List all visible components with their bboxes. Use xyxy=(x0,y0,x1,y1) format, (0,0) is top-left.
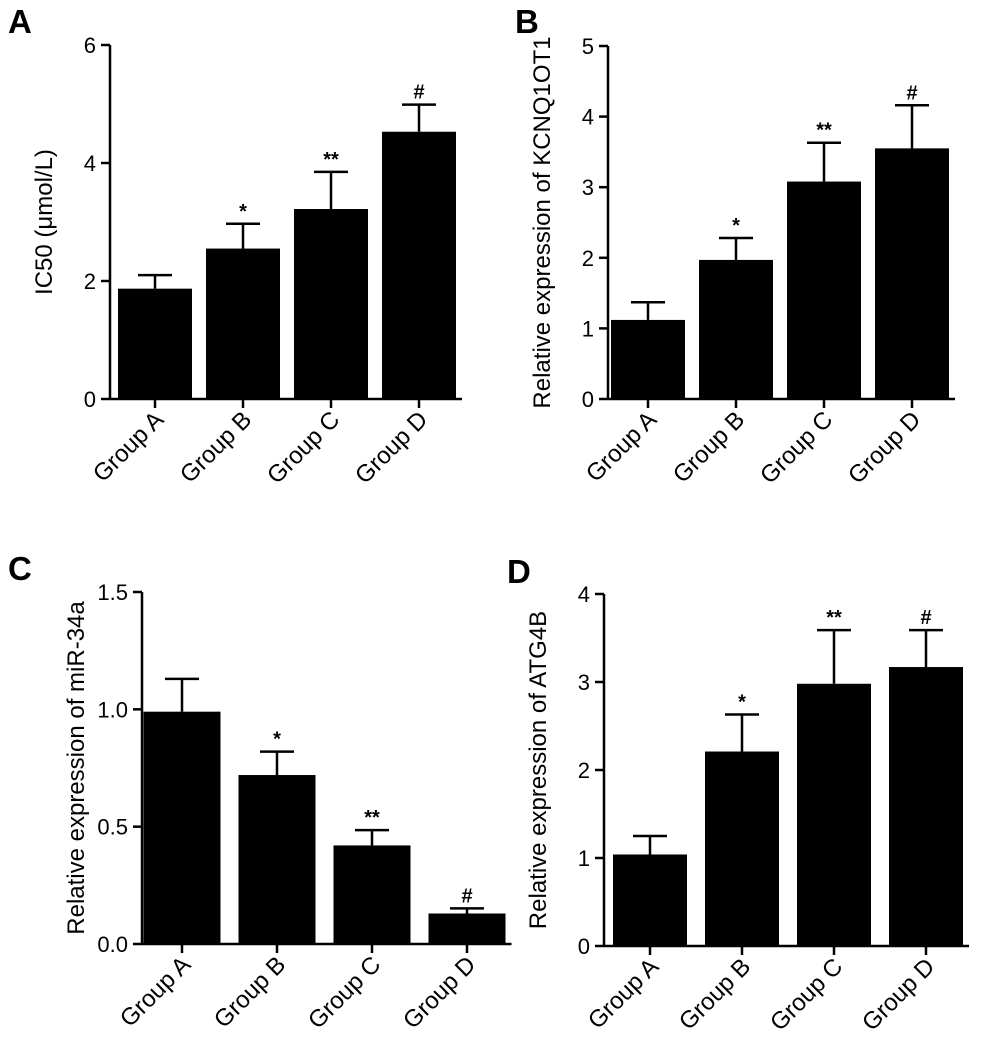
x-tick-label: Group C xyxy=(262,406,345,489)
x-tick-label: Group A xyxy=(581,406,662,487)
x-tick-label: Group C xyxy=(755,406,838,489)
y-tick-label: 0.0 xyxy=(97,932,128,957)
y-tick-label: 4 xyxy=(582,105,594,130)
y-tick-label: 0 xyxy=(578,934,590,959)
panel-a: A 0 2 4 6 IC50 (μmol/L) Group A * Group B ** Group… xyxy=(8,3,462,489)
y-tick-label: 2 xyxy=(84,269,96,294)
y-tick-label: 0 xyxy=(582,387,594,412)
x-tick-label: Group C xyxy=(303,951,386,1034)
x-tick-label: Group A xyxy=(88,406,169,487)
y-tick-label: 2 xyxy=(582,246,594,271)
bar xyxy=(889,667,963,946)
x-tick-label: Group B xyxy=(175,406,257,488)
y-tick-label: 3 xyxy=(578,670,590,695)
y-tick-label: 6 xyxy=(84,33,96,58)
bar xyxy=(118,288,192,399)
panel-letter: A xyxy=(8,3,32,40)
x-tick-label: Group C xyxy=(765,953,848,1036)
y-tick-label: 1.0 xyxy=(97,697,128,722)
significance-mark: # xyxy=(920,607,931,629)
panel-letter: C xyxy=(8,550,32,587)
y-tick-label: 4 xyxy=(84,151,96,176)
y-tick-label: 3 xyxy=(582,175,594,200)
x-tick-label: Group D xyxy=(843,406,926,489)
significance-mark: * xyxy=(738,692,746,714)
y-axis-label: Relative expression of KCNQ1OT1 xyxy=(529,36,556,408)
significance-mark: ** xyxy=(816,120,832,142)
y-axis-label: IC50 (μmol/L) xyxy=(31,149,58,295)
y-tick-label: 4 xyxy=(578,582,590,607)
y-axis-label: Relative expression of ATG4B xyxy=(525,611,552,929)
y-tick-label: 1 xyxy=(578,846,590,871)
bar xyxy=(143,711,221,944)
x-tick-label: Group B xyxy=(209,951,291,1033)
bar xyxy=(206,248,280,399)
significance-mark: * xyxy=(273,729,281,751)
y-tick-label: 1 xyxy=(582,316,594,341)
significance-mark: ** xyxy=(826,607,842,629)
x-tick-label: Group A xyxy=(115,951,196,1032)
significance-mark: * xyxy=(239,201,247,223)
panel-c: C 0.0 0.5 1.0 1.5 Relative expression of miR-… xyxy=(8,550,512,1034)
x-tick-label: Group D xyxy=(350,406,433,489)
y-tick-label: 2 xyxy=(578,758,590,783)
y-tick-label: 1.5 xyxy=(97,580,128,605)
x-tick-label: Group B xyxy=(674,953,756,1035)
significance-mark: # xyxy=(461,885,472,907)
bar xyxy=(705,751,779,946)
y-axis-label: Relative expression of miR-34a xyxy=(63,601,90,935)
panel-letter: B xyxy=(515,3,539,40)
bar xyxy=(797,683,871,946)
y-tick-label: 5 xyxy=(582,34,594,59)
bar xyxy=(333,845,411,944)
bar xyxy=(613,854,687,946)
panel-d: D 0 1 2 3 4 Relative expression of ATG4B Group … xyxy=(507,553,969,1036)
x-tick-label: Group A xyxy=(583,953,664,1034)
bar xyxy=(238,775,316,944)
bar xyxy=(611,319,685,399)
bar xyxy=(382,131,456,400)
significance-mark: ** xyxy=(323,149,339,171)
bar xyxy=(428,913,506,944)
y-tick-label: 0 xyxy=(84,387,96,412)
panel-b: B 0 1 2 3 4 5 Relative expression of KCNQ1OT1 Gr… xyxy=(515,3,955,489)
x-tick-label: Group B xyxy=(668,406,750,488)
bar xyxy=(875,148,949,399)
significance-mark: ** xyxy=(364,807,380,829)
bar xyxy=(294,209,368,399)
x-tick-label: Group D xyxy=(857,953,940,1036)
bar xyxy=(787,181,861,399)
x-tick-label: Group D xyxy=(398,951,481,1034)
panel-letter: D xyxy=(507,553,531,590)
significance-mark: # xyxy=(413,82,424,104)
bar xyxy=(699,259,773,399)
significance-mark: * xyxy=(732,215,740,237)
significance-mark: # xyxy=(906,82,917,104)
y-tick-label: 0.5 xyxy=(97,815,128,840)
